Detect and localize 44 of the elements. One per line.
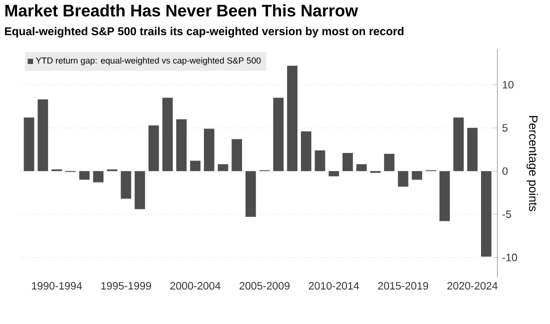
bar <box>204 128 214 172</box>
y-tick-label: 10 <box>502 80 514 89</box>
bar <box>120 171 132 199</box>
bar <box>218 164 228 172</box>
y-tick-label: -5 <box>502 210 512 218</box>
bar <box>300 131 312 172</box>
bar <box>134 171 146 210</box>
bar <box>481 171 492 257</box>
chart-title: Market Breadth Has Never Been This Narrow <box>5 4 358 17</box>
bar <box>246 171 256 217</box>
x-tick-label: 2000-2004 <box>170 282 220 290</box>
bar <box>232 139 242 172</box>
bar <box>467 128 478 172</box>
bar <box>148 125 159 172</box>
bar <box>412 171 422 180</box>
bar <box>453 118 464 172</box>
bar <box>287 66 298 172</box>
y-tick-label: -10 <box>502 254 518 262</box>
bar <box>79 171 90 180</box>
y-tick-label: 0 <box>502 167 508 175</box>
bar <box>328 171 340 176</box>
x-tick-label: 2020-2024 <box>447 282 498 290</box>
bar <box>398 171 408 187</box>
x-tick-label: 1990-1994 <box>32 282 82 290</box>
y-tick-label: 5 <box>502 124 508 132</box>
bar <box>356 164 367 172</box>
bar <box>384 154 394 172</box>
bar <box>162 98 173 172</box>
chart-subtitle: Equal-weighted S&P 500 trails its cap-weighted version by most on record <box>5 26 404 38</box>
bar <box>93 171 104 182</box>
x-tick-label: 1995-1999 <box>101 282 151 290</box>
bar <box>342 152 353 172</box>
bar <box>439 171 450 222</box>
bar <box>38 99 48 172</box>
bar <box>273 98 284 172</box>
bar <box>314 150 326 172</box>
x-tick-label: 2010-2014 <box>308 282 360 290</box>
bar <box>190 160 200 172</box>
bar <box>24 118 34 172</box>
y-axis-title: Percentage points <box>526 116 538 212</box>
x-tick-label: 2015-2019 <box>378 282 428 290</box>
x-tick-label: 2005-2009 <box>240 282 290 290</box>
bar <box>176 119 187 172</box>
legend-label: YTD return gap: equal-weighted vs cap-weighted S&P 500 <box>36 57 261 66</box>
